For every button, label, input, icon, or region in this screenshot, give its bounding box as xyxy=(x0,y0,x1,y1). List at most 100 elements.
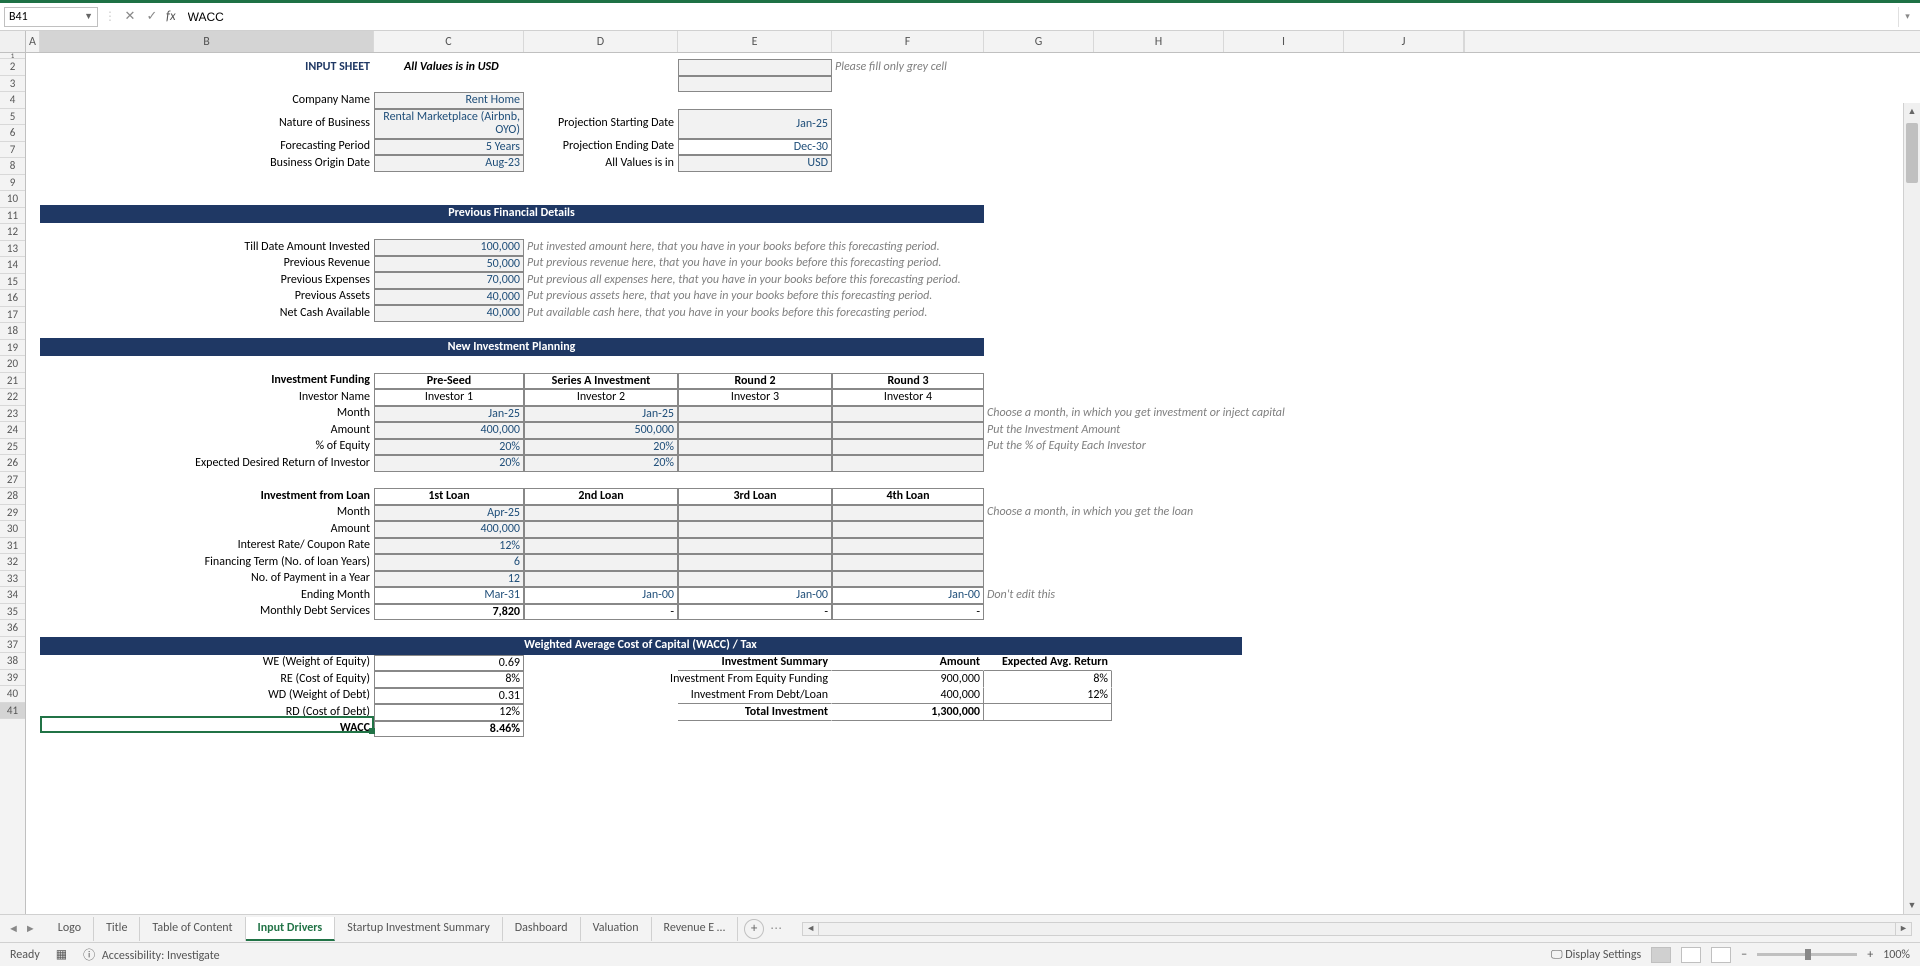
sheet-tab[interactable]: Title xyxy=(94,917,140,941)
formula-input[interactable] xyxy=(182,7,1892,27)
cell[interactable] xyxy=(26,239,40,256)
cell[interactable]: 20% xyxy=(524,439,678,456)
cell[interactable]: WACC xyxy=(40,721,374,738)
row-header-17[interactable]: 17 xyxy=(0,307,25,324)
add-sheet-button[interactable]: + xyxy=(744,919,764,939)
name-box[interactable]: B41 ▼ xyxy=(4,7,98,27)
cell[interactable]: Expected Desired Return of Investor xyxy=(40,455,374,472)
cell[interactable] xyxy=(26,373,40,390)
row-header-26[interactable]: 26 xyxy=(0,455,25,472)
cell[interactable]: New Investment Planning xyxy=(40,338,984,356)
cell[interactable] xyxy=(26,637,40,655)
cell[interactable] xyxy=(26,439,40,456)
cell[interactable] xyxy=(678,554,832,571)
cell[interactable] xyxy=(26,92,40,109)
cell[interactable] xyxy=(26,256,40,273)
row-header-20[interactable]: 20 xyxy=(0,356,25,373)
row-header-23[interactable]: 23 xyxy=(0,406,25,423)
cell[interactable]: Amount xyxy=(40,422,374,439)
row-header-39[interactable]: 39 xyxy=(0,670,25,687)
fx-icon[interactable]: fx xyxy=(166,9,176,24)
cell[interactable]: 12% xyxy=(984,688,1112,705)
cell[interactable]: Investment from Loan xyxy=(40,488,374,505)
cell[interactable] xyxy=(832,538,984,555)
cell[interactable]: Series A Investment xyxy=(524,373,678,390)
cell[interactable]: Projection Starting Date xyxy=(524,109,678,139)
cell[interactable]: Investment Summary xyxy=(678,655,832,672)
cell[interactable]: 8% xyxy=(984,671,1112,688)
cell[interactable]: - xyxy=(832,604,984,621)
cell[interactable] xyxy=(26,139,40,156)
row-header-8[interactable]: 8 xyxy=(0,158,25,175)
cell[interactable]: WD (Weight of Debt) xyxy=(40,688,374,705)
cell[interactable]: - xyxy=(678,604,832,621)
row-header-2[interactable]: 2 xyxy=(0,59,25,76)
cell[interactable]: Monthly Debt Services xyxy=(40,604,374,621)
cell[interactable] xyxy=(524,655,678,672)
cell[interactable]: Amount xyxy=(832,655,984,672)
row-header-37[interactable]: 37 xyxy=(0,637,25,654)
cell[interactable]: Investor 3 xyxy=(678,389,832,406)
cell[interactable] xyxy=(26,655,40,672)
column-header-C[interactable]: C xyxy=(374,31,524,52)
cell[interactable] xyxy=(524,76,678,93)
cell[interactable] xyxy=(524,704,678,721)
cell[interactable]: 400,000 xyxy=(374,422,524,439)
cell[interactable] xyxy=(26,338,40,356)
cell[interactable]: RE (Cost of Equity) xyxy=(40,671,374,688)
cell[interactable] xyxy=(832,554,984,571)
cell[interactable] xyxy=(26,305,40,322)
cell[interactable] xyxy=(524,59,678,76)
cell[interactable]: 4th Loan xyxy=(832,488,984,505)
cell[interactable]: 900,000 xyxy=(832,671,984,688)
normal-view-button[interactable] xyxy=(1651,947,1671,963)
cell[interactable] xyxy=(832,505,984,522)
row-header-10[interactable]: 10 xyxy=(0,191,25,208)
sheet-tab[interactable]: Dashboard xyxy=(503,917,581,941)
cell[interactable]: Put previous all expenses here, that you… xyxy=(524,272,1094,289)
cell[interactable] xyxy=(832,521,984,538)
cell[interactable]: 8.46% xyxy=(374,721,524,738)
column-header-J[interactable]: J xyxy=(1344,31,1464,52)
cell[interactable] xyxy=(678,76,832,93)
cell[interactable] xyxy=(832,422,984,439)
cell[interactable] xyxy=(678,538,832,555)
cell[interactable]: Please fill only grey cell xyxy=(832,59,1224,76)
row-header-12[interactable]: 12 xyxy=(0,224,25,241)
cell[interactable] xyxy=(26,554,40,571)
cell[interactable]: 0.31 xyxy=(374,688,524,705)
row-header-9[interactable]: 9 xyxy=(0,175,25,192)
cell[interactable]: Nature of Business xyxy=(40,109,374,139)
cell[interactable]: 12% xyxy=(374,538,524,555)
cell[interactable]: 12% xyxy=(374,704,524,721)
cell[interactable]: Mar-31 xyxy=(374,587,524,604)
cell[interactable]: 6 xyxy=(374,554,524,571)
tab-prev-icon[interactable]: ◄ xyxy=(8,922,19,935)
row-header-34[interactable]: 34 xyxy=(0,587,25,604)
cell[interactable]: 20% xyxy=(374,439,524,456)
cell[interactable]: 40,000 xyxy=(374,305,524,322)
row-header-16[interactable]: 16 xyxy=(0,290,25,307)
cell[interactable]: 5 Years xyxy=(374,139,524,156)
row-header-35[interactable]: 35 xyxy=(0,604,25,621)
cell[interactable] xyxy=(26,671,40,688)
cell[interactable] xyxy=(26,272,40,289)
cell[interactable]: Financing Term (No. of loan Years) xyxy=(40,554,374,571)
cell[interactable]: Aug-23 xyxy=(374,155,524,172)
cell[interactable] xyxy=(26,455,40,472)
cell[interactable]: Investment From Debt/Loan xyxy=(678,688,832,705)
cell[interactable] xyxy=(26,59,40,76)
column-header-B[interactable]: B xyxy=(40,31,374,52)
cell[interactable] xyxy=(40,76,374,93)
cell[interactable]: Put invested amount here, that you have … xyxy=(524,239,1094,256)
cell[interactable] xyxy=(26,604,40,621)
cell[interactable]: Put previous revenue here, that you have… xyxy=(524,256,1094,273)
sheet-tab[interactable]: Revenue E … xyxy=(652,917,739,941)
row-header-14[interactable]: 14 xyxy=(0,257,25,274)
cell[interactable]: Month xyxy=(40,406,374,423)
cell[interactable]: USD xyxy=(678,155,832,172)
grid[interactable]: INPUT SHEETAll Values is in USDPlease fi… xyxy=(26,53,1920,914)
row-header-29[interactable]: 29 xyxy=(0,505,25,522)
cell[interactable] xyxy=(26,109,40,139)
column-header-F[interactable]: F xyxy=(832,31,984,52)
